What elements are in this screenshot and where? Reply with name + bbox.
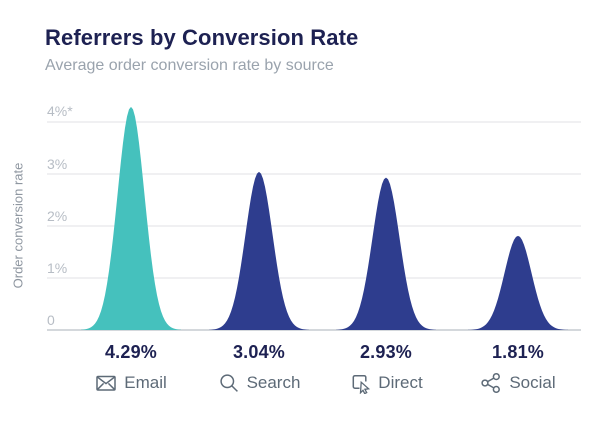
- column-direct: 2.93% Direct: [318, 342, 454, 394]
- peak-direct[interactable]: [336, 177, 436, 330]
- page-subtitle: Average order conversion rate by source: [45, 57, 334, 74]
- peak-search[interactable]: [209, 171, 309, 330]
- column-social: 1.81% Social: [450, 342, 586, 394]
- value-label-social: 1.81%: [491, 342, 545, 362]
- category-label-search: Search: [246, 373, 301, 392]
- value-label-search: 3.04%: [232, 342, 286, 362]
- peak-email[interactable]: [81, 106, 181, 330]
- category-direct: Direct: [318, 372, 454, 394]
- cursor-click-icon: [352, 374, 371, 394]
- envelope-icon: [96, 375, 116, 391]
- value-label-direct: 2.93%: [359, 342, 413, 362]
- column-email: 4.29% Email: [63, 342, 199, 394]
- category-label-social: Social: [509, 373, 556, 392]
- magnifier-icon: [219, 374, 238, 392]
- page-title: Referrers by Conversion Rate: [45, 25, 359, 50]
- value-label-email: 4.29%: [104, 342, 158, 362]
- column-search: 3.04% Search: [191, 342, 327, 394]
- y-tick-1: 1%: [47, 260, 68, 276]
- share-nodes-icon: [481, 372, 501, 394]
- category-label-direct: Direct: [378, 373, 423, 392]
- y-tick-2: 2%: [47, 208, 68, 224]
- chart-plot-area: [47, 106, 581, 331]
- y-tick-3: 3%: [47, 156, 68, 172]
- y-tick-0: 0: [47, 312, 55, 328]
- category-label-email: Email: [124, 373, 167, 392]
- category-social: Social: [450, 372, 586, 394]
- category-email: Email: [63, 372, 199, 394]
- peak-social[interactable]: [468, 235, 568, 330]
- y-tick-4: 4%*: [47, 103, 73, 119]
- category-search: Search: [191, 372, 327, 394]
